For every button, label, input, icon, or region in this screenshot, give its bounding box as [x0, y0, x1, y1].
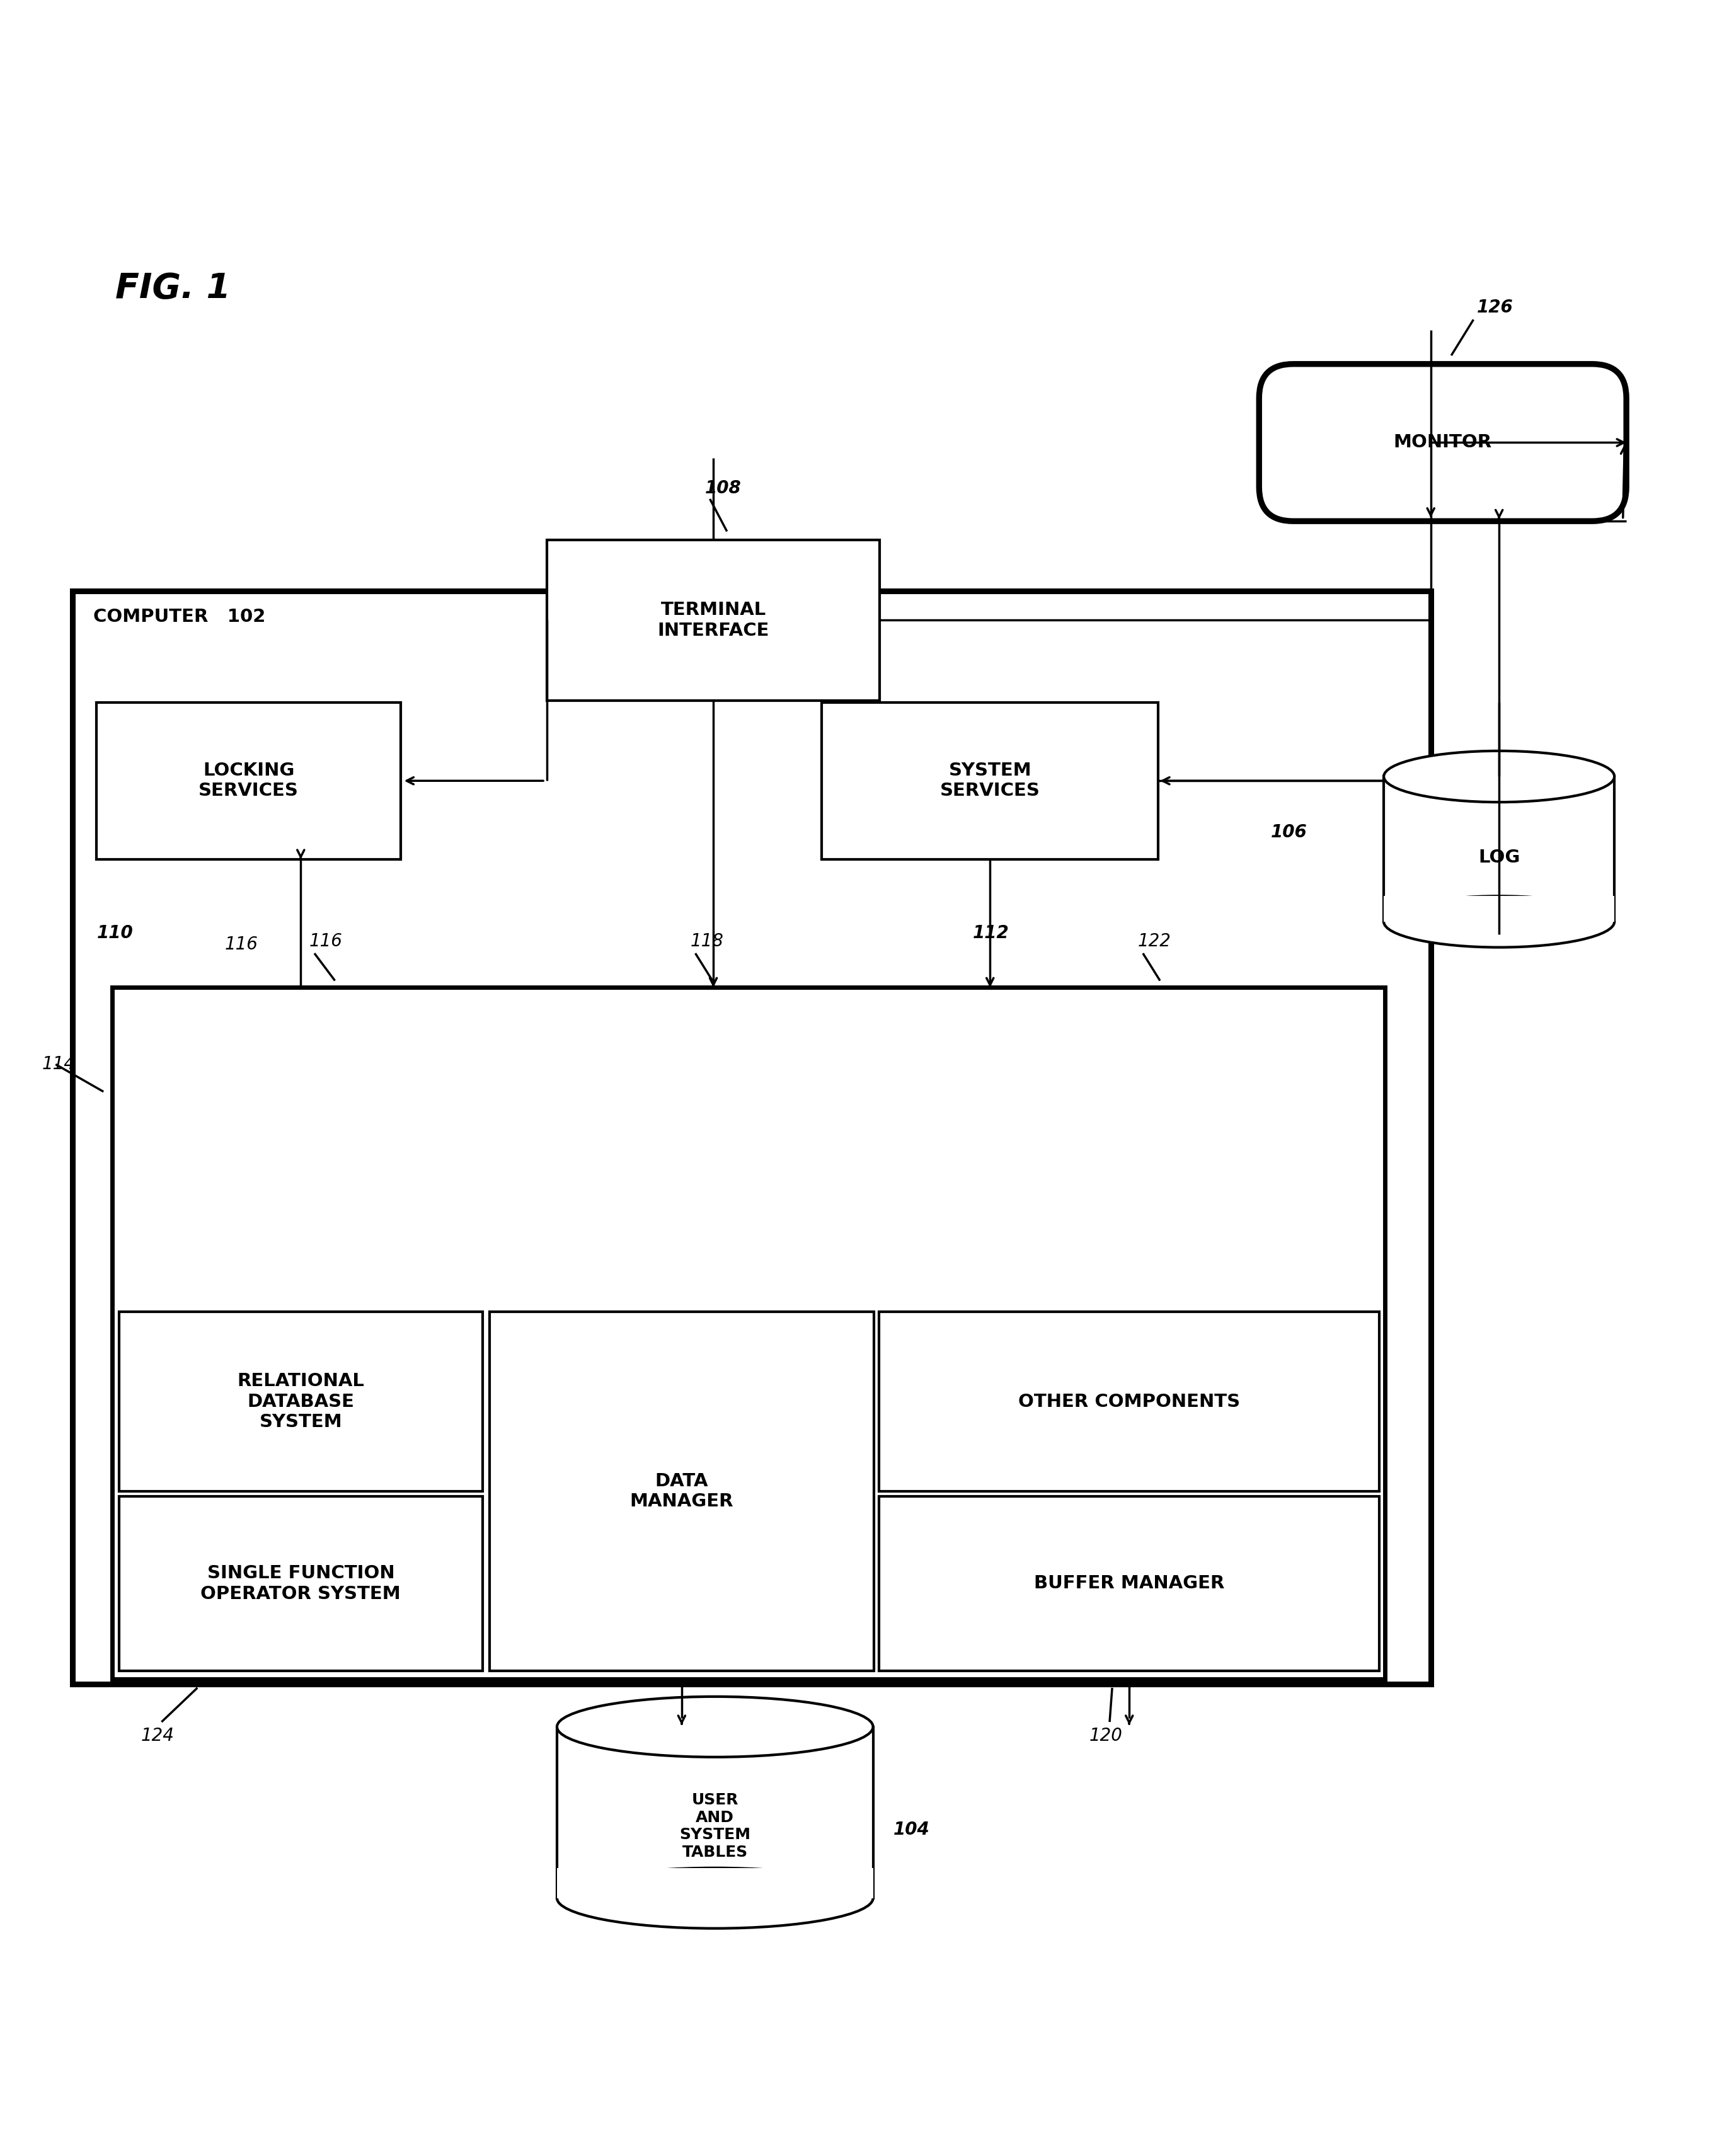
Bar	[1384, 897, 1614, 923]
Text: 114: 114	[41, 1056, 76, 1074]
Text: 110: 110	[96, 925, 132, 942]
Text: 124: 124	[141, 1727, 175, 1744]
Text: COMPUTER   102: COMPUTER 102	[93, 608, 266, 625]
Text: LOG: LOG	[1478, 849, 1520, 867]
Text: 118: 118	[690, 931, 723, 951]
Bar	[879, 1313, 1379, 1492]
Bar	[112, 987, 1384, 1680]
Text: 106: 106	[1271, 824, 1307, 841]
Text: USER
AND
SYSTEM
TABLES: USER AND SYSTEM TABLES	[680, 1792, 750, 1861]
Text: 104: 104	[893, 1822, 931, 1839]
Text: MONITOR: MONITOR	[1394, 433, 1492, 451]
Text: FIG. 1: FIG. 1	[115, 272, 230, 306]
Bar	[1384, 776, 1614, 923]
Text: DATA
MANAGER: DATA MANAGER	[630, 1473, 733, 1511]
Bar	[546, 539, 879, 701]
Bar	[118, 1313, 482, 1492]
Text: 116: 116	[309, 931, 343, 951]
Bar	[556, 1867, 872, 1897]
Ellipse shape	[556, 1697, 872, 1757]
Bar	[96, 703, 400, 860]
Text: 108: 108	[704, 479, 742, 498]
Text: RELATIONAL
DATABASE
SYSTEM: RELATIONAL DATABASE SYSTEM	[237, 1373, 364, 1432]
Text: SINGLE FUNCTION
OPERATOR SYSTEM: SINGLE FUNCTION OPERATOR SYSTEM	[201, 1565, 400, 1602]
Text: OTHER COMPONENTS: OTHER COMPONENTS	[1018, 1393, 1240, 1410]
Ellipse shape	[1384, 897, 1614, 946]
Text: LOCKING
SERVICES: LOCKING SERVICES	[199, 761, 299, 800]
FancyBboxPatch shape	[1259, 364, 1626, 522]
Bar	[72, 591, 1430, 1684]
Bar	[556, 1727, 872, 1897]
Ellipse shape	[1384, 750, 1614, 802]
Bar	[118, 1496, 482, 1671]
Text: 116: 116	[225, 936, 258, 953]
Text: 112: 112	[974, 925, 1010, 942]
Text: BUFFER MANAGER: BUFFER MANAGER	[1034, 1574, 1224, 1593]
Bar	[822, 703, 1159, 860]
Text: 120: 120	[1089, 1727, 1123, 1744]
Bar	[489, 1313, 874, 1671]
Bar	[879, 1496, 1379, 1671]
Text: TERMINAL
INTERFACE: TERMINAL INTERFACE	[658, 602, 769, 638]
Text: 126: 126	[1477, 298, 1513, 317]
Text: 122: 122	[1138, 931, 1171, 951]
Ellipse shape	[556, 1867, 872, 1927]
Text: SYSTEM
SERVICES: SYSTEM SERVICES	[939, 761, 1041, 800]
